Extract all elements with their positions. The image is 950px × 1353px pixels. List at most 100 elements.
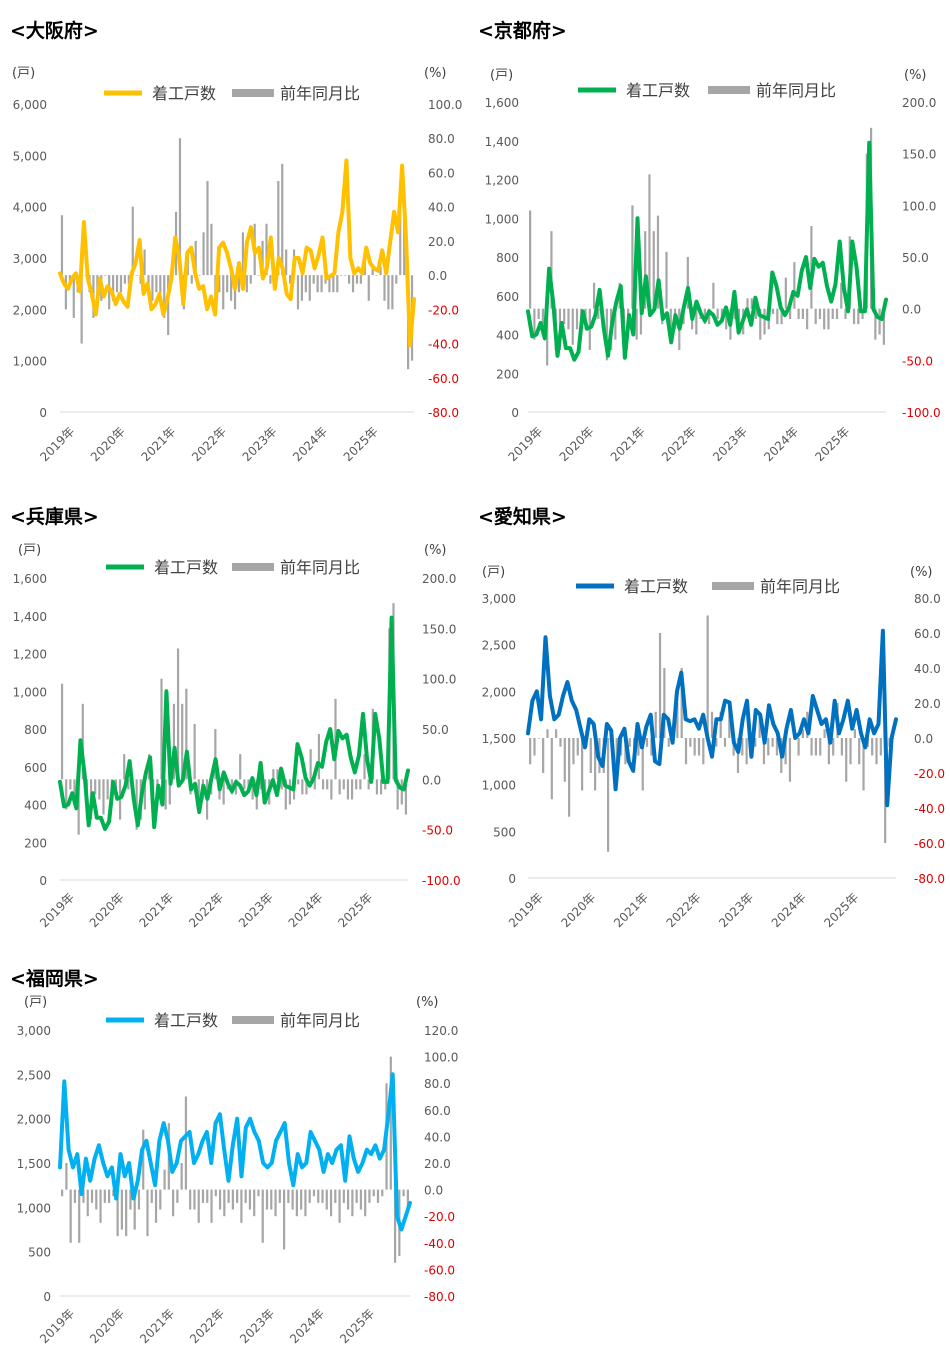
yoy-bar — [143, 249, 146, 276]
yoy-bar — [289, 275, 292, 284]
y-right-tick-label: 40.0 — [428, 201, 455, 215]
yoy-bar — [244, 1189, 247, 1203]
yoy-bar — [359, 779, 362, 790]
yoy-bar — [355, 1189, 358, 1203]
yoy-bar — [797, 308, 800, 319]
chart-aichi: 0 500 1,000 1,500 2,000 2,500 3,000 -80.0 -60.0 -… — [482, 565, 945, 930]
y-right-unit: (%) — [424, 66, 447, 81]
yoy-bar — [406, 1189, 409, 1210]
yoy-bar — [197, 779, 200, 810]
yoy-bar — [650, 738, 653, 756]
yoy-bar — [190, 275, 193, 284]
yoy-bar — [81, 703, 84, 780]
yoy-bar — [261, 1189, 264, 1243]
yoy-bar — [236, 1189, 239, 1203]
legend-line-label: 着工戸数 — [624, 577, 688, 596]
yoy-bar — [257, 1189, 260, 1197]
yoy-bar — [251, 779, 254, 800]
yoy-bar — [321, 1189, 324, 1203]
yoy-bar — [871, 738, 874, 756]
y-left-tick-label: 0 — [43, 1290, 51, 1304]
yoy-bar — [571, 308, 574, 345]
yoy-bar — [194, 240, 197, 276]
yoy-bar — [193, 1189, 196, 1210]
chart-kyoto: 0 200 400 600 800 1,000 1,200 1,400 1,600 -100.0 -… — [485, 68, 941, 464]
yoy-bar — [233, 275, 237, 310]
yoy-bar — [594, 738, 597, 791]
y-left-tick-label: 1,600 — [485, 96, 519, 110]
x-tick-label: 2021年 — [138, 424, 178, 464]
yoy-bar — [715, 738, 718, 747]
yoy-bar — [537, 738, 540, 739]
yoy-bar — [276, 769, 279, 780]
x-tick-label: 2021年 — [137, 1306, 177, 1346]
yoy-bar — [575, 308, 579, 330]
yoy-bar — [875, 738, 878, 765]
yoy-bar — [376, 1189, 380, 1203]
legend-bar-label: 前年同月比 — [280, 84, 360, 103]
y-left-tick-label: 5,000 — [13, 149, 47, 163]
x-tick: 2023年 — [236, 890, 276, 930]
panel-title: <京都府> — [478, 20, 567, 42]
y-right-tick-label: 0.0 — [424, 1184, 443, 1198]
x-tick: 2025年 — [335, 890, 375, 930]
x-tick-label: 2024年 — [290, 424, 330, 464]
yoy-bar — [754, 308, 758, 319]
yoy-bar — [823, 729, 826, 738]
yoy-bar — [108, 275, 111, 310]
x-tick: 2023年 — [237, 1306, 277, 1346]
yoy-bar — [852, 308, 856, 325]
yoy-bar — [304, 275, 307, 293]
yoy-bar — [879, 738, 882, 756]
y-left-tick-label: 1,500 — [17, 1157, 51, 1171]
yoy-bar — [686, 257, 689, 309]
y-right-tick-label: -20.0 — [428, 303, 459, 317]
yoy-bar — [73, 1189, 77, 1203]
x-tick: 2023年 — [240, 424, 280, 464]
x-tick-label: 2023年 — [716, 890, 756, 930]
legend-line-label: 着工戸数 — [154, 1011, 218, 1030]
x-tick-label: 2023年 — [237, 1306, 277, 1346]
yoy-bar — [61, 1189, 64, 1197]
yoy-bar — [892, 738, 895, 739]
x-tick-label: 2024年 — [769, 890, 809, 930]
yoy-bar — [342, 779, 345, 790]
yoy-bar — [239, 754, 242, 780]
x-tick: 2021年 — [136, 890, 176, 930]
panel-title: <兵庫県> — [10, 506, 99, 528]
yoy-bar — [635, 308, 638, 340]
legend-bar-swatch — [232, 1016, 274, 1024]
legend-bar-swatch — [232, 89, 274, 97]
legend-bar-label: 前年同月比 — [760, 577, 840, 596]
y-left-tick-label: 3,000 — [17, 1024, 51, 1038]
yoy-bar — [65, 779, 68, 810]
yoy-bar — [107, 1189, 111, 1203]
chart-osaka: 0 1,000 2,000 3,000 4,000 5,000 6,000 -80.0 -60.… — [12, 66, 462, 464]
legend-bar-swatch — [708, 86, 750, 94]
yoy-bar — [342, 1189, 345, 1203]
yoy-bar — [746, 298, 749, 309]
yoy-bar — [708, 308, 711, 325]
y-left-tick-label: 500 — [28, 1246, 51, 1260]
yoy-bar — [214, 1189, 217, 1197]
x-tick: 2020年 — [87, 890, 127, 930]
legend-line-label: 着工戸数 — [154, 558, 218, 577]
yoy-bar — [835, 308, 839, 319]
yoy-bar — [606, 738, 610, 852]
yoy-bar — [112, 1189, 115, 1197]
yoy-bar — [248, 1189, 252, 1210]
yoy-bar — [309, 749, 312, 780]
y-left-tick-label: 500 — [493, 825, 516, 839]
yoy-bar — [367, 275, 370, 301]
yoy-bar — [301, 779, 304, 795]
panel-fukuoka: <福岡県> 0 500 1,000 1,500 2,000 2,500 3,000 -80.0… — [0, 956, 470, 1353]
yoy-bar — [355, 779, 358, 790]
yoy-bar — [116, 1189, 119, 1237]
yoy-bar — [277, 181, 280, 276]
x-tick-label: 2023年 — [236, 890, 276, 930]
yoy-bar — [788, 738, 792, 782]
starts-line — [58, 1072, 412, 1232]
x-tick: 2021年 — [138, 424, 178, 464]
x-tick-label: 2019年 — [37, 1306, 77, 1346]
yoy-bar — [282, 1189, 286, 1250]
